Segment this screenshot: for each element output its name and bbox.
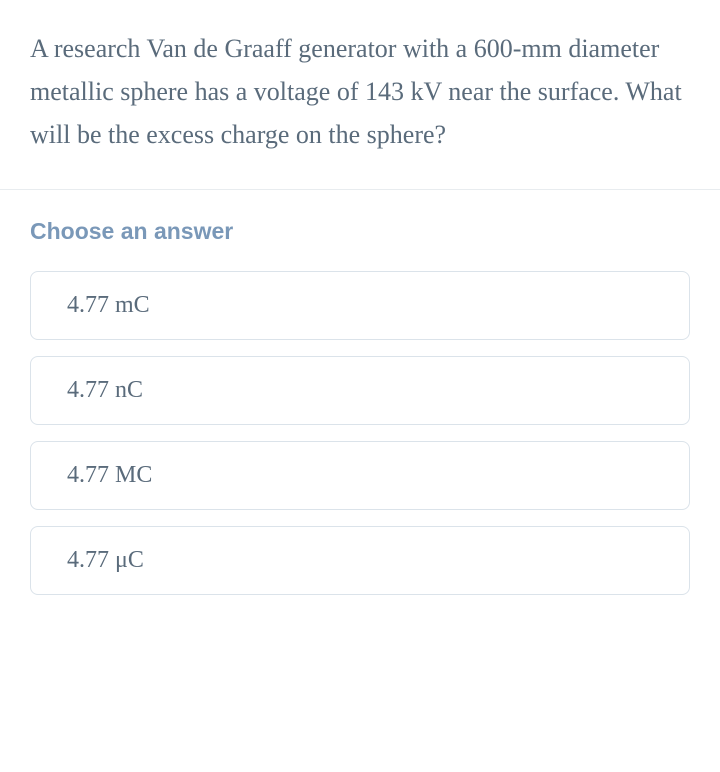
option-a[interactable]: 4.77 mC <box>30 271 690 340</box>
choose-answer-label: Choose an answer <box>30 218 690 245</box>
option-c-label: 4.77 MC <box>67 462 152 488</box>
option-a-label: 4.77 mC <box>67 292 150 318</box>
question-text: A research Van de Graaff generator with … <box>30 28 690 157</box>
option-d[interactable]: 4.77 μC <box>30 526 690 595</box>
option-d-label: 4.77 μC <box>67 547 144 573</box>
option-b-label: 4.77 nC <box>67 377 143 403</box>
answer-block: Choose an answer 4.77 mC 4.77 nC 4.77 MC… <box>0 190 720 631</box>
option-c[interactable]: 4.77 MC <box>30 441 690 510</box>
question-block: A research Van de Graaff generator with … <box>0 0 720 189</box>
option-b[interactable]: 4.77 nC <box>30 356 690 425</box>
